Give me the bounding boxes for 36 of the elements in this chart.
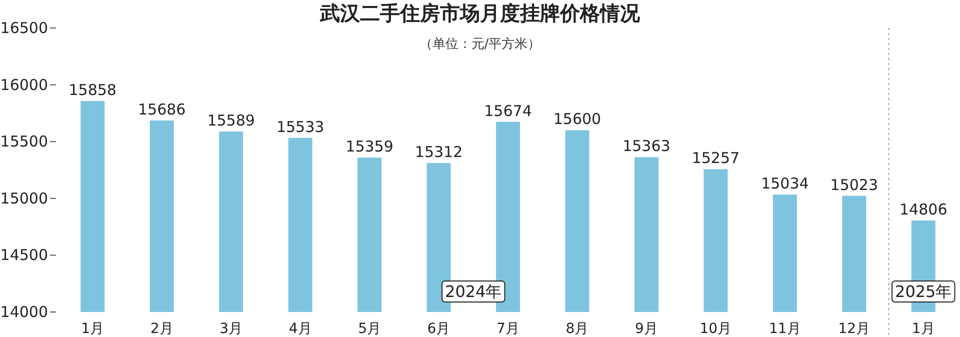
data-label: 15533 (276, 118, 324, 136)
data-label: 15034 (761, 174, 809, 193)
x-tick-label: 6月 (427, 321, 450, 337)
y-tick-label: 16000 (0, 76, 48, 94)
data-label: 15359 (346, 138, 394, 156)
y-tick-label: 14000 (0, 303, 48, 321)
x-tick-label: 2月 (150, 321, 174, 337)
annotation: 2024年 (445, 282, 502, 301)
x-tick-label: 10月 (700, 321, 732, 337)
x-tick-label: 9月 (635, 321, 658, 337)
data-label: 15257 (692, 149, 740, 168)
data-label: 15674 (484, 102, 532, 120)
y-tick-label: 15500 (0, 132, 48, 151)
text: （单位：元/平方米） (419, 36, 541, 52)
data-label: 15858 (68, 80, 116, 99)
data-label: 14806 (900, 200, 948, 218)
chart-title: 武汉二手住房市场月度挂牌价格情况 (319, 1, 641, 25)
x-tick-label: 11月 (769, 321, 801, 337)
x-tick-label: 1月 (912, 321, 935, 337)
y-tick-label: 14500 (0, 246, 48, 264)
y-tick-label: 15000 (0, 189, 48, 208)
data-label: 15023 (830, 176, 878, 194)
x-tick-label: 8月 (566, 321, 589, 337)
x-tick-label: 5月 (358, 321, 381, 337)
data-label: 15686 (138, 100, 186, 118)
x-tick-label: 12月 (838, 321, 870, 337)
x-tick-label: 1月 (81, 321, 104, 337)
data-label: 15312 (414, 142, 463, 161)
data-label: 15589 (207, 111, 255, 130)
x-tick-label: 7月 (496, 321, 520, 337)
data-label: 15363 (622, 137, 670, 156)
data-label: 15600 (553, 110, 602, 128)
y-tick-label: 16500 (0, 19, 48, 37)
x-tick-label: 4月 (288, 321, 312, 337)
x-tick-label: 3月 (220, 321, 243, 337)
annotation: 2025年 (895, 282, 952, 301)
